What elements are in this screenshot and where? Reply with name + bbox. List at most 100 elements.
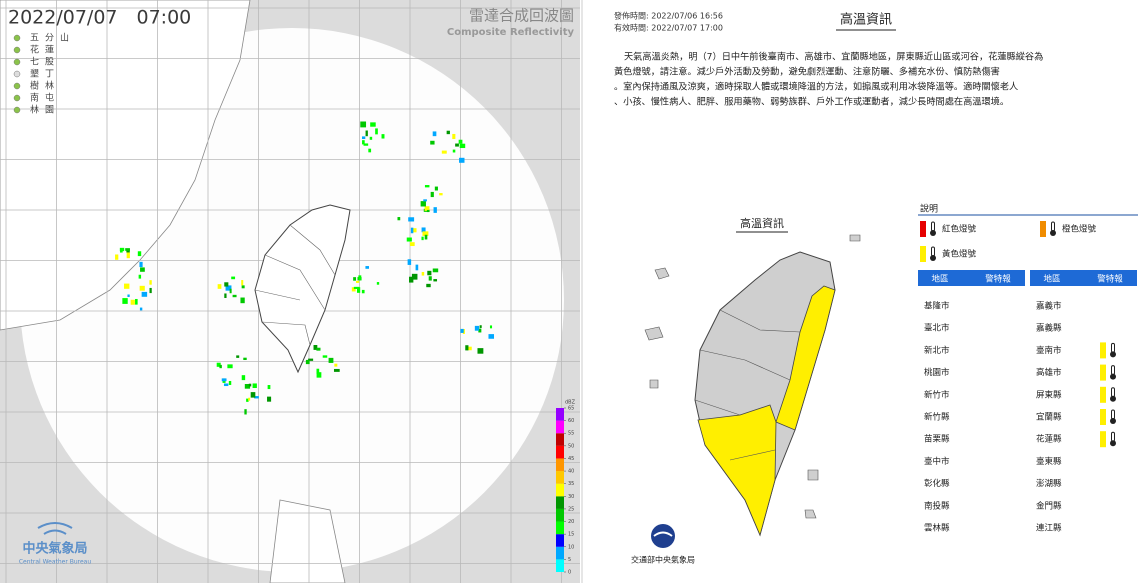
echo (369, 136, 373, 140)
table-header-bg (918, 270, 1025, 286)
echo (252, 383, 257, 389)
echo (363, 143, 369, 146)
colorbar-bin (556, 508, 564, 522)
county-borders (254, 224, 336, 346)
station-name: 林園 (30, 104, 60, 116)
warning-light (1100, 342, 1106, 359)
station-dot (13, 94, 21, 102)
map-title: 高溫資訊 (740, 216, 784, 230)
echo (223, 383, 229, 387)
echo (432, 268, 439, 273)
radar-subtitle: Composite Reflectivity (447, 27, 575, 38)
station-name: 樹林 (30, 80, 60, 92)
echo (241, 375, 246, 381)
thermometer-bulb (1110, 351, 1116, 358)
echo (439, 193, 443, 196)
legend-label: 紅色燈號 (942, 224, 977, 235)
station-name: 南屯 (30, 92, 60, 104)
colorbar-bin (556, 496, 564, 509)
thermometer-bulb (1110, 440, 1116, 447)
region-name: 臺東縣 (1036, 456, 1062, 467)
echo (460, 328, 464, 333)
region-name: 嘉義市 (1036, 301, 1062, 312)
echo (122, 298, 128, 304)
warning-light (1100, 409, 1106, 425)
echo (126, 252, 130, 259)
echo (316, 372, 322, 378)
thermometer-stem (931, 221, 935, 232)
colorbar-label: 0 (568, 570, 571, 576)
echo (254, 396, 259, 399)
heat-panel: 發佈時間: 2022/07/06 16:56 有效時間: 2022/07/07 … (614, 11, 1138, 565)
echo (465, 345, 469, 351)
echo (244, 409, 247, 415)
text-line: 黃色燈號，請注意。減少戶外活動及勞動，避免劇烈運動、注意防曬、多補充水份、慎防熱… (614, 66, 1000, 78)
colorbar-bin (556, 458, 564, 472)
echo (115, 254, 119, 260)
echo (415, 264, 419, 271)
thermometer-bulb (1110, 418, 1116, 424)
echo (361, 136, 366, 140)
region-name: 彰化縣 (924, 478, 950, 489)
colorbar-label: 5 (568, 557, 571, 563)
colorbar-bin (556, 471, 564, 484)
echo (477, 348, 484, 354)
echo (216, 362, 221, 367)
thermometer-stem (1051, 221, 1055, 232)
legend-label: 黃色燈號 (942, 249, 977, 260)
east-warning-area (775, 285, 836, 431)
table-header: 警特報 (985, 274, 1011, 285)
echo (421, 272, 425, 276)
echo (231, 276, 236, 280)
warning-text: 天氣高溫炎熱，明（7）日中午前後臺南市、高雄市、宜蘭縣地區，屏東縣近山區或河谷，… (614, 51, 1043, 108)
echo (124, 283, 130, 289)
echo (248, 383, 252, 387)
echo (358, 275, 362, 281)
echo (409, 242, 415, 247)
thermometer-stem (1111, 387, 1115, 398)
colorbar-label: 40 (568, 469, 574, 475)
echo (424, 234, 428, 240)
echo (434, 186, 438, 191)
echo (446, 130, 450, 135)
colorbar-label: 30 (568, 494, 574, 500)
echo (420, 201, 426, 207)
echo (217, 284, 222, 289)
text-line: 天氣高溫炎熱，明（7）日中午前後臺南市、高雄市、宜蘭縣地區，屏東縣近山區或河谷，… (624, 51, 1043, 63)
echo (328, 357, 334, 363)
echo (229, 288, 232, 294)
colorbar-bin (556, 445, 564, 459)
echo (362, 140, 365, 145)
luzon (269, 499, 346, 583)
region-name: 雲林縣 (924, 523, 950, 534)
colorbar-bin (556, 559, 564, 572)
agency: 中央氣象局 (22, 541, 87, 557)
echo (479, 325, 482, 328)
echo (422, 231, 429, 236)
echo (407, 259, 412, 265)
echo (375, 128, 378, 135)
echo (433, 279, 438, 282)
table-header-bg (1030, 270, 1137, 286)
echo (433, 207, 437, 213)
station-name: 七股 (30, 57, 60, 68)
colorbar: dBZ 0 5 10 15 20 25 30 35 40 45 50 55 60 65 (556, 400, 576, 576)
region-name: 澎湖縣 (1036, 478, 1062, 489)
echo (130, 299, 135, 305)
echo (224, 282, 229, 287)
echo (138, 274, 142, 279)
echo (421, 227, 426, 233)
echo (322, 355, 328, 358)
region-name: 新北市 (924, 345, 950, 356)
echo (313, 345, 318, 350)
region-name: 連江縣 (1036, 523, 1062, 534)
echo (241, 285, 245, 289)
legend-label: 橙色燈號 (1062, 224, 1097, 235)
echo (224, 293, 227, 298)
colorbar-bin (556, 534, 564, 547)
thermometer-stem (1111, 409, 1115, 420)
region-name: 屏東縣 (1036, 389, 1062, 400)
echo (316, 347, 321, 351)
colorbar-bin (556, 408, 564, 421)
thermometer-stem (1111, 431, 1115, 442)
